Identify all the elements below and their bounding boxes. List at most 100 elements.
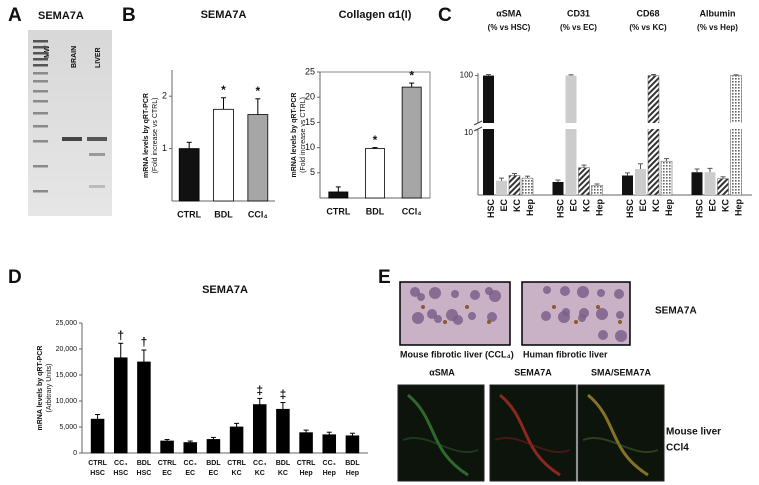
gel-band: [33, 190, 48, 193]
x-tick-label: EC: [499, 199, 509, 212]
micrographs: [397, 281, 665, 482]
nucleus: [485, 287, 493, 295]
annotation: *: [255, 84, 260, 98]
y-tick-label: 15: [305, 117, 315, 127]
bar: [647, 75, 660, 196]
bar: [521, 177, 534, 196]
x-tick-label: Hep: [594, 199, 604, 217]
bar: [730, 75, 742, 196]
image-caption: Human fibrotic liver: [523, 349, 608, 359]
bar: [137, 361, 151, 454]
stain: [618, 320, 622, 324]
gel-band: [87, 137, 107, 141]
gel-band: [33, 58, 48, 61]
x-tick-label: CC₄: [253, 460, 266, 467]
x-tick-label: CTRL: [297, 460, 316, 467]
x-tick-label: CC₄: [184, 460, 197, 467]
nucleus: [598, 330, 608, 340]
lane-label: MW: [44, 45, 51, 58]
x-tick-label: CTRL: [326, 206, 350, 216]
image-caption: αSMA: [429, 367, 455, 377]
x-tick-label: Hep: [299, 470, 312, 477]
stain: [421, 305, 425, 309]
gel-band: [33, 72, 48, 75]
nucleus: [410, 287, 420, 297]
bar: [635, 169, 646, 195]
bar: [206, 439, 221, 454]
x-tick-label: EC: [707, 199, 717, 212]
y-tick-label: 10,000: [56, 398, 78, 405]
x-tick-label: BDL: [214, 209, 233, 219]
x-tick-label: KC: [278, 470, 288, 477]
gel-band: [33, 40, 48, 43]
fluorescence: [499, 393, 561, 477]
y-tick-label: 100: [460, 71, 474, 80]
x-tick-label: HSC: [90, 470, 105, 477]
bar: [591, 185, 603, 196]
bar: [178, 148, 200, 202]
panel-label: B: [122, 5, 136, 26]
annotation: *: [409, 68, 414, 82]
nucleus: [429, 287, 441, 299]
gel-band: [89, 153, 105, 156]
nucleus: [487, 312, 497, 322]
bar: [276, 408, 290, 454]
nucleus: [562, 308, 570, 316]
stain: [552, 305, 556, 309]
x-tick-label: CC₄: [114, 460, 127, 467]
nucleus: [451, 290, 459, 298]
y-axis-label: mRNA levels by qRT-PCR: [291, 93, 298, 178]
y-tick-label: 25: [305, 66, 315, 76]
y-tick-label: 20: [305, 92, 315, 102]
nucleus: [412, 312, 424, 324]
annotation: †: [141, 335, 148, 349]
stain: [574, 320, 578, 324]
x-tick-label: HSC: [555, 199, 565, 219]
fluorescence: [402, 437, 479, 453]
nucleus: [579, 308, 589, 318]
gel-band: [62, 137, 82, 141]
panel-label: D: [8, 267, 22, 288]
x-tick-label: CTRL: [88, 460, 107, 467]
bar: [365, 148, 385, 199]
y-axis-label: (Fold increase vs CTRL): [300, 97, 307, 173]
bar: [345, 435, 360, 454]
fluorescence: [407, 393, 469, 477]
nucleus: [596, 308, 608, 320]
gel-band: [89, 185, 105, 188]
bar: [660, 160, 673, 196]
x-tick-label: Hep: [323, 470, 336, 477]
x-tick-label: EC: [638, 199, 648, 212]
gel-band: [33, 80, 48, 83]
nucleus: [615, 330, 627, 342]
x-tick-label: HSC: [625, 199, 635, 219]
bar: [704, 172, 716, 195]
x-tick-label: HSC: [113, 470, 128, 477]
nucleus: [616, 311, 624, 319]
bar: [322, 434, 337, 454]
nucleus: [614, 289, 624, 299]
nucleus: [446, 309, 458, 321]
x-tick-label: BDL: [366, 206, 385, 216]
y-tick-label: 5: [310, 167, 315, 177]
chart-title: Collagen α1(I): [339, 9, 412, 21]
x-tick-label: KC: [232, 470, 242, 477]
bar: [552, 182, 564, 195]
x-tick-label: KC: [720, 199, 730, 212]
x-tick-label: BDL: [276, 460, 291, 467]
group-subtitle: (% vs EC): [560, 23, 597, 32]
chart-title: SEMA7A: [202, 284, 248, 296]
group-title: αSMA: [496, 8, 522, 18]
x-tick-label: CTRL: [177, 209, 201, 219]
x-tick-label: CC₄: [323, 460, 336, 467]
y-tick-label: 1: [162, 143, 167, 153]
x-tick-label: Hep: [733, 199, 743, 217]
x-tick-label: KC: [255, 470, 265, 477]
bar: [252, 404, 267, 454]
x-tick-label: Hep: [525, 199, 535, 217]
x-tick-label: CTRL: [227, 460, 246, 467]
image-label: SEMA7A: [655, 306, 697, 317]
gel-band: [33, 112, 48, 115]
annotation: †: [117, 328, 124, 342]
bar: [160, 440, 174, 454]
